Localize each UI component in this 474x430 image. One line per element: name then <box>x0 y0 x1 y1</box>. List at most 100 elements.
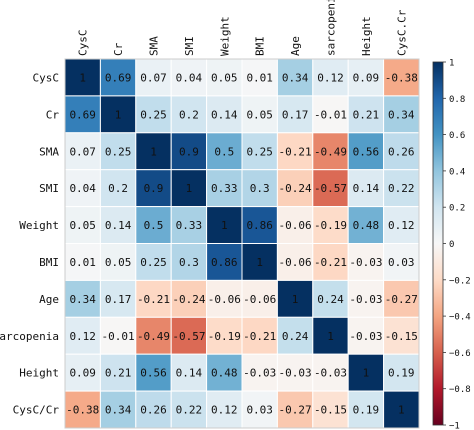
row-label: SMA <box>39 145 59 158</box>
cell-value-label: -0.06 <box>208 293 241 306</box>
heatmap-cell <box>347 316 385 355</box>
cell-value-label: 0.09 <box>69 367 96 380</box>
heatmap-cell <box>276 169 314 208</box>
colorbar-tick-label: 0.2 <box>449 204 465 214</box>
cell-value-label: 0.07 <box>69 145 96 158</box>
heatmap-cell <box>135 243 172 281</box>
cell-value-label: 0.24 <box>317 293 344 306</box>
cell-value-label: 0.24 <box>282 330 309 343</box>
cell-value-label: 0.25 <box>246 145 273 158</box>
cell-value-label: -0.01 <box>314 108 347 121</box>
cell-value-label: -0.49 <box>137 330 170 343</box>
cell-value-label: 0.22 <box>388 182 415 195</box>
heatmap-cell <box>99 316 137 355</box>
column-label: CysC <box>77 30 90 57</box>
cell-value-label: 0.25 <box>140 108 167 121</box>
colorbar <box>432 61 444 426</box>
cell-value-label: 0.9 <box>144 182 164 195</box>
cell-value-label: 0.3 <box>250 182 270 195</box>
column-label: sarcopenia <box>325 0 338 56</box>
cell-value-label: 0.9 <box>179 145 199 158</box>
cell-value-label: 0.19 <box>353 404 380 417</box>
cell-value-label: 0.69 <box>69 108 96 121</box>
cell-value-label: -0.38 <box>385 71 418 84</box>
heatmap-cells <box>64 58 420 429</box>
cell-value-label: 0.34 <box>105 404 132 417</box>
cell-value-label: 1 <box>79 71 86 84</box>
cell-value-label: 0.03 <box>388 256 415 269</box>
cell-value-label: 0.33 <box>211 182 238 195</box>
cell-value-label: 0.14 <box>105 219 132 232</box>
heatmap-cell <box>170 279 208 318</box>
heatmap-cell <box>170 95 208 134</box>
cell-value-label: 1 <box>292 293 299 306</box>
cell-value-labels: 1 0.69 0.07 0.04 0.05 0.01 0.34 0.12 0.09 -0.38 0.… <box>66 71 418 416</box>
cell-value-label: 0.56 <box>353 145 380 158</box>
heatmap-cell <box>312 279 349 318</box>
row-label: Weight <box>19 219 59 232</box>
cell-value-label: 0.25 <box>140 256 167 269</box>
colorbar-ticks: 1 0.8 0.6 0.4 0.2 0 −0.2 −0.4 −0.6 −0.8 −1 <box>443 59 471 430</box>
heatmap-cell <box>64 279 101 318</box>
heatmap-cell <box>99 353 137 392</box>
heatmap-cell <box>312 206 349 245</box>
cell-value-label: -0.03 <box>349 293 382 306</box>
row-label: CysC <box>33 71 60 84</box>
cell-value-label: 1 <box>221 219 228 232</box>
heatmap-cell <box>383 58 420 97</box>
cell-value-label: 0.12 <box>317 71 344 84</box>
cell-value-label: -0.06 <box>243 293 276 306</box>
cell-value-label: 0.26 <box>140 404 167 417</box>
heatmap-cell <box>312 132 349 171</box>
heatmap-cell <box>347 279 385 318</box>
cell-value-label: 0.48 <box>211 367 238 380</box>
cell-value-label: -0.21 <box>279 145 312 158</box>
row-label: Height <box>19 367 59 380</box>
cell-value-label: -0.21 <box>137 293 170 306</box>
cell-value-label: -0.03 <box>279 367 312 380</box>
cell-value-label: 0.01 <box>69 256 96 269</box>
heatmap-cell <box>347 132 385 171</box>
column-label: Cr <box>112 42 125 56</box>
cell-value-label: 0.12 <box>388 219 415 232</box>
heatmap-cell <box>241 206 278 245</box>
column-label: BMI <box>254 36 267 56</box>
heatmap-cell <box>383 206 420 245</box>
heatmap-cell <box>347 243 385 281</box>
column-label: Age <box>289 36 302 56</box>
cell-value-label: 0.05 <box>211 71 238 84</box>
cell-value-label: 0.05 <box>246 108 273 121</box>
cell-value-label: 0.34 <box>282 71 309 84</box>
cell-value-label: 0.07 <box>140 71 167 84</box>
colorbar-gradient <box>432 61 444 426</box>
cell-value-label: 0.12 <box>69 330 96 343</box>
heatmap-cell <box>312 95 349 134</box>
column-label: SMA <box>148 36 161 56</box>
colorbar-tick-label: 0 <box>449 240 454 250</box>
column-label: Weight <box>218 16 231 56</box>
heatmap-cell <box>99 206 137 245</box>
heatmap-cell <box>206 353 243 392</box>
heatmap-cell <box>347 353 385 392</box>
row-label: Age <box>39 293 59 306</box>
cell-value-label: 1 <box>363 367 370 380</box>
heatmap-cell <box>170 353 208 392</box>
cell-value-label: 0.25 <box>105 145 132 158</box>
heatmap-cell <box>170 316 208 355</box>
colorbar-tick-label: −0.2 <box>449 276 471 286</box>
heatmap-cell <box>383 279 420 318</box>
cell-value-label: 0.86 <box>246 219 273 232</box>
cell-value-label: 0.5 <box>214 145 234 158</box>
heatmap-cell <box>241 243 278 281</box>
cell-value-label: 0.2 <box>108 182 128 195</box>
cell-value-label: -0.03 <box>243 367 276 380</box>
cell-value-label: 0.01 <box>246 71 273 84</box>
colorbar-tick-label: −0.4 <box>449 313 471 323</box>
cell-value-label: 0.09 <box>353 71 380 84</box>
cell-value-label: 0.34 <box>388 108 415 121</box>
cell-value-label: -0.01 <box>102 330 135 343</box>
column-label: SMI <box>183 36 196 56</box>
heatmap-cell <box>276 390 314 429</box>
cell-value-label: -0.03 <box>349 256 382 269</box>
